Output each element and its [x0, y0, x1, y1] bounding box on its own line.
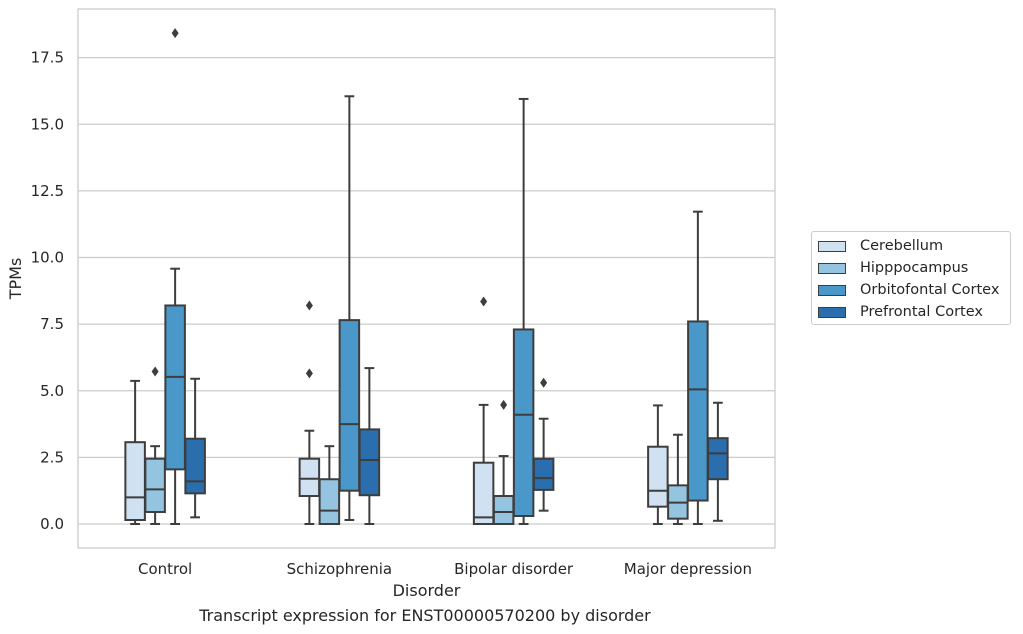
box: [318, 478, 341, 525]
box: [492, 495, 515, 525]
box: [707, 437, 729, 481]
y-tick-label: 17.5: [31, 49, 64, 67]
box: [358, 428, 381, 497]
legend-swatch: [818, 262, 846, 274]
legend-item-prefrontal: Prefrontal Cortex: [818, 302, 983, 322]
plot-frame: [77, 8, 776, 549]
legend-label: Prefrontal Cortex: [860, 304, 983, 320]
x-tick-label: Bipolar disorder: [454, 560, 574, 578]
y-tick-label: 10.0: [31, 249, 64, 267]
x-axis-title: Disorder: [393, 581, 461, 600]
box: [512, 328, 535, 518]
outlier-point: [305, 300, 313, 311]
box: [647, 445, 669, 508]
legend-swatch: [818, 306, 846, 318]
y-tick-label: 12.5: [31, 182, 64, 200]
box: [472, 461, 495, 525]
x-tick-label: Major depression: [624, 560, 752, 578]
boxes: [124, 28, 729, 525]
y-tick-label: 2.5: [40, 448, 64, 466]
outlier-point: [480, 296, 488, 307]
legend-label: Hipppocampus: [860, 260, 969, 276]
box: [298, 457, 321, 498]
box: [144, 457, 166, 514]
legend-label: Cerebellum: [860, 238, 944, 254]
outlier-point: [305, 368, 313, 379]
outlier-point: [540, 377, 548, 388]
box: [184, 437, 206, 495]
legend: Cerebellum Hipppocampus Orbitofontal Cor…: [811, 231, 1011, 325]
box: [124, 441, 146, 522]
y-tick-label: 7.5: [40, 315, 64, 333]
box: [338, 319, 361, 492]
box: [687, 320, 709, 502]
legend-label: Orbitofontal Cortex: [860, 282, 1000, 298]
y-tick-label: 5.0: [40, 382, 64, 400]
outlier-point: [151, 366, 159, 377]
outlier-point: [500, 399, 508, 410]
y-tick-label: 15.0: [31, 115, 64, 133]
legend-item-hippocampus: Hipppocampus: [818, 258, 968, 278]
box: [532, 457, 555, 491]
tick-labels: 0.0 2.5 5.0 7.5 10.0 12.5 15.0 17.5 Control Schiz…: [31, 49, 752, 578]
legend-swatch: [818, 240, 846, 252]
legend-item-orbitofrontal: Orbitofontal Cortex: [818, 280, 999, 300]
legend-item-cerebellum: Cerebellum: [818, 236, 943, 256]
legend-swatch: [818, 284, 846, 296]
outlier-point: [171, 28, 179, 39]
y-tick-label: 0.0: [40, 515, 64, 533]
y-axis-title: TPMs: [6, 258, 25, 301]
x-tick-label: Schizophrenia: [287, 560, 392, 578]
box: [164, 304, 186, 471]
chart-caption: Transcript expression for ENST0000057020…: [199, 606, 651, 625]
x-tick-label: Control: [138, 560, 192, 578]
